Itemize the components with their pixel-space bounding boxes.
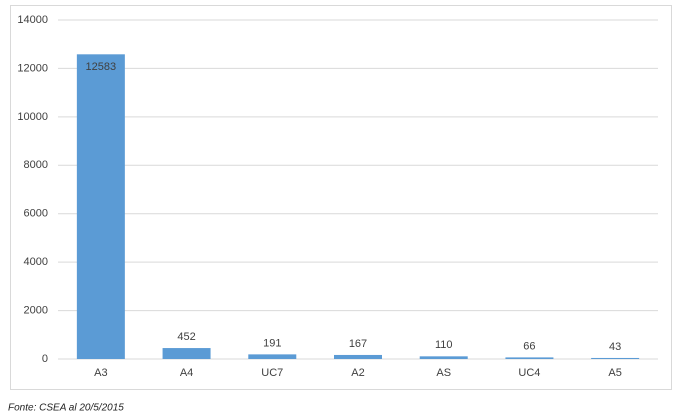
x-tick-label: A3 — [94, 367, 107, 379]
data-label: 452 — [177, 331, 195, 343]
y-tick-label: 8000 — [24, 159, 48, 171]
data-label: 66 — [523, 340, 535, 352]
y-tick-label: 6000 — [24, 208, 48, 220]
bar — [248, 354, 297, 359]
source-note: Fonte: CSEA al 20/5/2015 — [8, 403, 124, 414]
bar — [505, 357, 554, 359]
x-tick-label: UC7 — [261, 367, 283, 379]
data-label: 191 — [263, 337, 281, 349]
bar — [334, 354, 382, 359]
bar — [591, 357, 640, 359]
bar — [419, 356, 468, 359]
y-tick-label: 2000 — [24, 304, 48, 316]
y-tick-label: 14000 — [17, 14, 48, 26]
y-tick-label: 0 — [42, 353, 48, 365]
data-label: 167 — [349, 338, 367, 350]
data-label: 110 — [435, 339, 453, 351]
bar — [76, 54, 125, 359]
x-tick-label: A5 — [608, 367, 621, 379]
x-tick-label: AS — [436, 367, 451, 379]
bar — [162, 348, 211, 359]
y-tick-label: 4000 — [24, 256, 48, 268]
data-label: 43 — [609, 341, 621, 353]
x-tick-label: A2 — [351, 367, 364, 379]
y-tick-label: 12000 — [17, 62, 48, 74]
x-tick-label: UC4 — [518, 367, 540, 379]
data-label: 12583 — [86, 61, 117, 73]
y-tick-label: 10000 — [17, 111, 48, 123]
x-tick-label: A4 — [180, 367, 193, 379]
